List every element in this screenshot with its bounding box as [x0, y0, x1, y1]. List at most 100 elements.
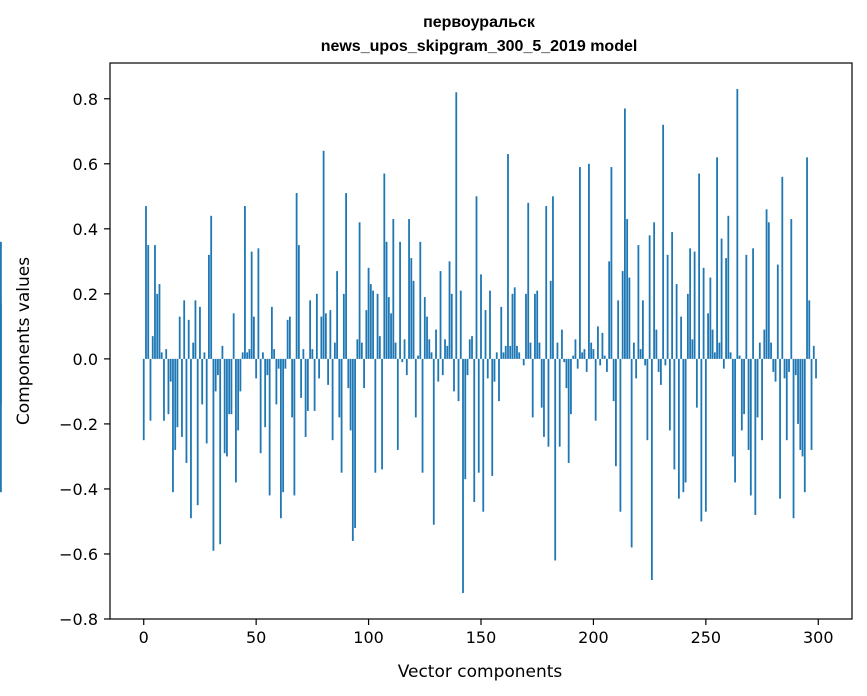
bar — [525, 293, 527, 359]
bar — [743, 358, 745, 415]
bar — [331, 358, 334, 441]
x-tick-label: 0 — [139, 628, 149, 647]
bar — [657, 358, 660, 372]
bar — [158, 284, 161, 359]
bar — [486, 358, 489, 379]
bar — [545, 206, 548, 359]
bar — [302, 349, 305, 359]
bar — [205, 358, 208, 444]
bar — [338, 358, 341, 418]
bar — [641, 300, 644, 359]
bar — [740, 358, 743, 431]
bar — [329, 310, 332, 359]
bar — [342, 293, 345, 359]
bar — [729, 352, 732, 359]
bar — [212, 358, 215, 551]
bar — [369, 284, 372, 359]
bar — [601, 332, 604, 359]
bar — [432, 358, 435, 525]
bar — [219, 358, 222, 545]
bar — [192, 342, 195, 359]
bar — [471, 336, 473, 359]
bar — [502, 352, 505, 359]
bar — [354, 358, 356, 528]
bar — [149, 358, 152, 421]
bar — [619, 358, 622, 512]
bar — [295, 193, 298, 359]
bar — [327, 358, 329, 385]
bar — [529, 342, 532, 359]
bar — [662, 124, 665, 359]
bar — [324, 313, 327, 359]
bar — [185, 358, 188, 463]
bar — [815, 358, 817, 379]
bar — [156, 293, 159, 359]
bar — [313, 358, 316, 411]
bar — [226, 358, 228, 457]
bar — [716, 157, 718, 359]
bar — [561, 329, 563, 359]
bar — [277, 358, 280, 369]
bar — [208, 254, 210, 359]
bar — [664, 358, 667, 366]
bar — [617, 300, 620, 359]
bar — [693, 251, 696, 359]
y-tick-label: −0.6 — [59, 545, 98, 564]
bar — [390, 313, 392, 359]
bar — [199, 306, 201, 359]
bar — [435, 329, 437, 359]
bar — [468, 339, 471, 359]
bar — [462, 358, 464, 593]
chart-title: первоуральск — [423, 14, 536, 31]
bar — [680, 316, 683, 359]
bar — [178, 316, 181, 359]
bar — [531, 358, 534, 418]
bar — [761, 358, 763, 441]
bar — [536, 290, 539, 359]
bar — [603, 355, 606, 359]
bar — [426, 316, 428, 359]
bar — [392, 219, 395, 359]
bar — [765, 209, 768, 359]
bar — [606, 358, 608, 372]
bar — [588, 163, 590, 359]
bar — [695, 358, 698, 408]
bar — [142, 358, 145, 441]
bar — [702, 267, 705, 359]
bar — [639, 349, 642, 359]
bar — [376, 293, 379, 359]
y-tick-label: −0.2 — [59, 415, 98, 434]
x-axis-label: Vector components — [398, 662, 563, 682]
bar — [754, 358, 757, 515]
bar — [648, 235, 651, 359]
bar — [270, 306, 273, 359]
bar — [543, 358, 545, 437]
bar — [288, 316, 291, 359]
bar — [783, 358, 786, 379]
bar — [788, 358, 790, 372]
bar — [459, 290, 462, 359]
bar — [493, 358, 496, 382]
bar — [194, 300, 197, 359]
bar — [776, 264, 779, 359]
bar — [790, 219, 793, 359]
bar — [230, 358, 233, 415]
bar — [444, 339, 446, 359]
bar — [644, 358, 647, 366]
bar — [482, 358, 485, 512]
bar — [534, 293, 536, 359]
bar — [414, 358, 417, 418]
bar — [448, 261, 451, 359]
bar — [567, 358, 570, 463]
bar — [405, 358, 408, 376]
bar — [322, 150, 325, 359]
bar — [772, 358, 775, 372]
bar — [268, 358, 271, 496]
bar — [304, 358, 307, 437]
bar — [363, 358, 365, 389]
bar — [417, 355, 419, 359]
bar — [421, 358, 424, 473]
bar — [248, 349, 251, 359]
bar — [590, 342, 593, 359]
bar — [387, 297, 390, 359]
